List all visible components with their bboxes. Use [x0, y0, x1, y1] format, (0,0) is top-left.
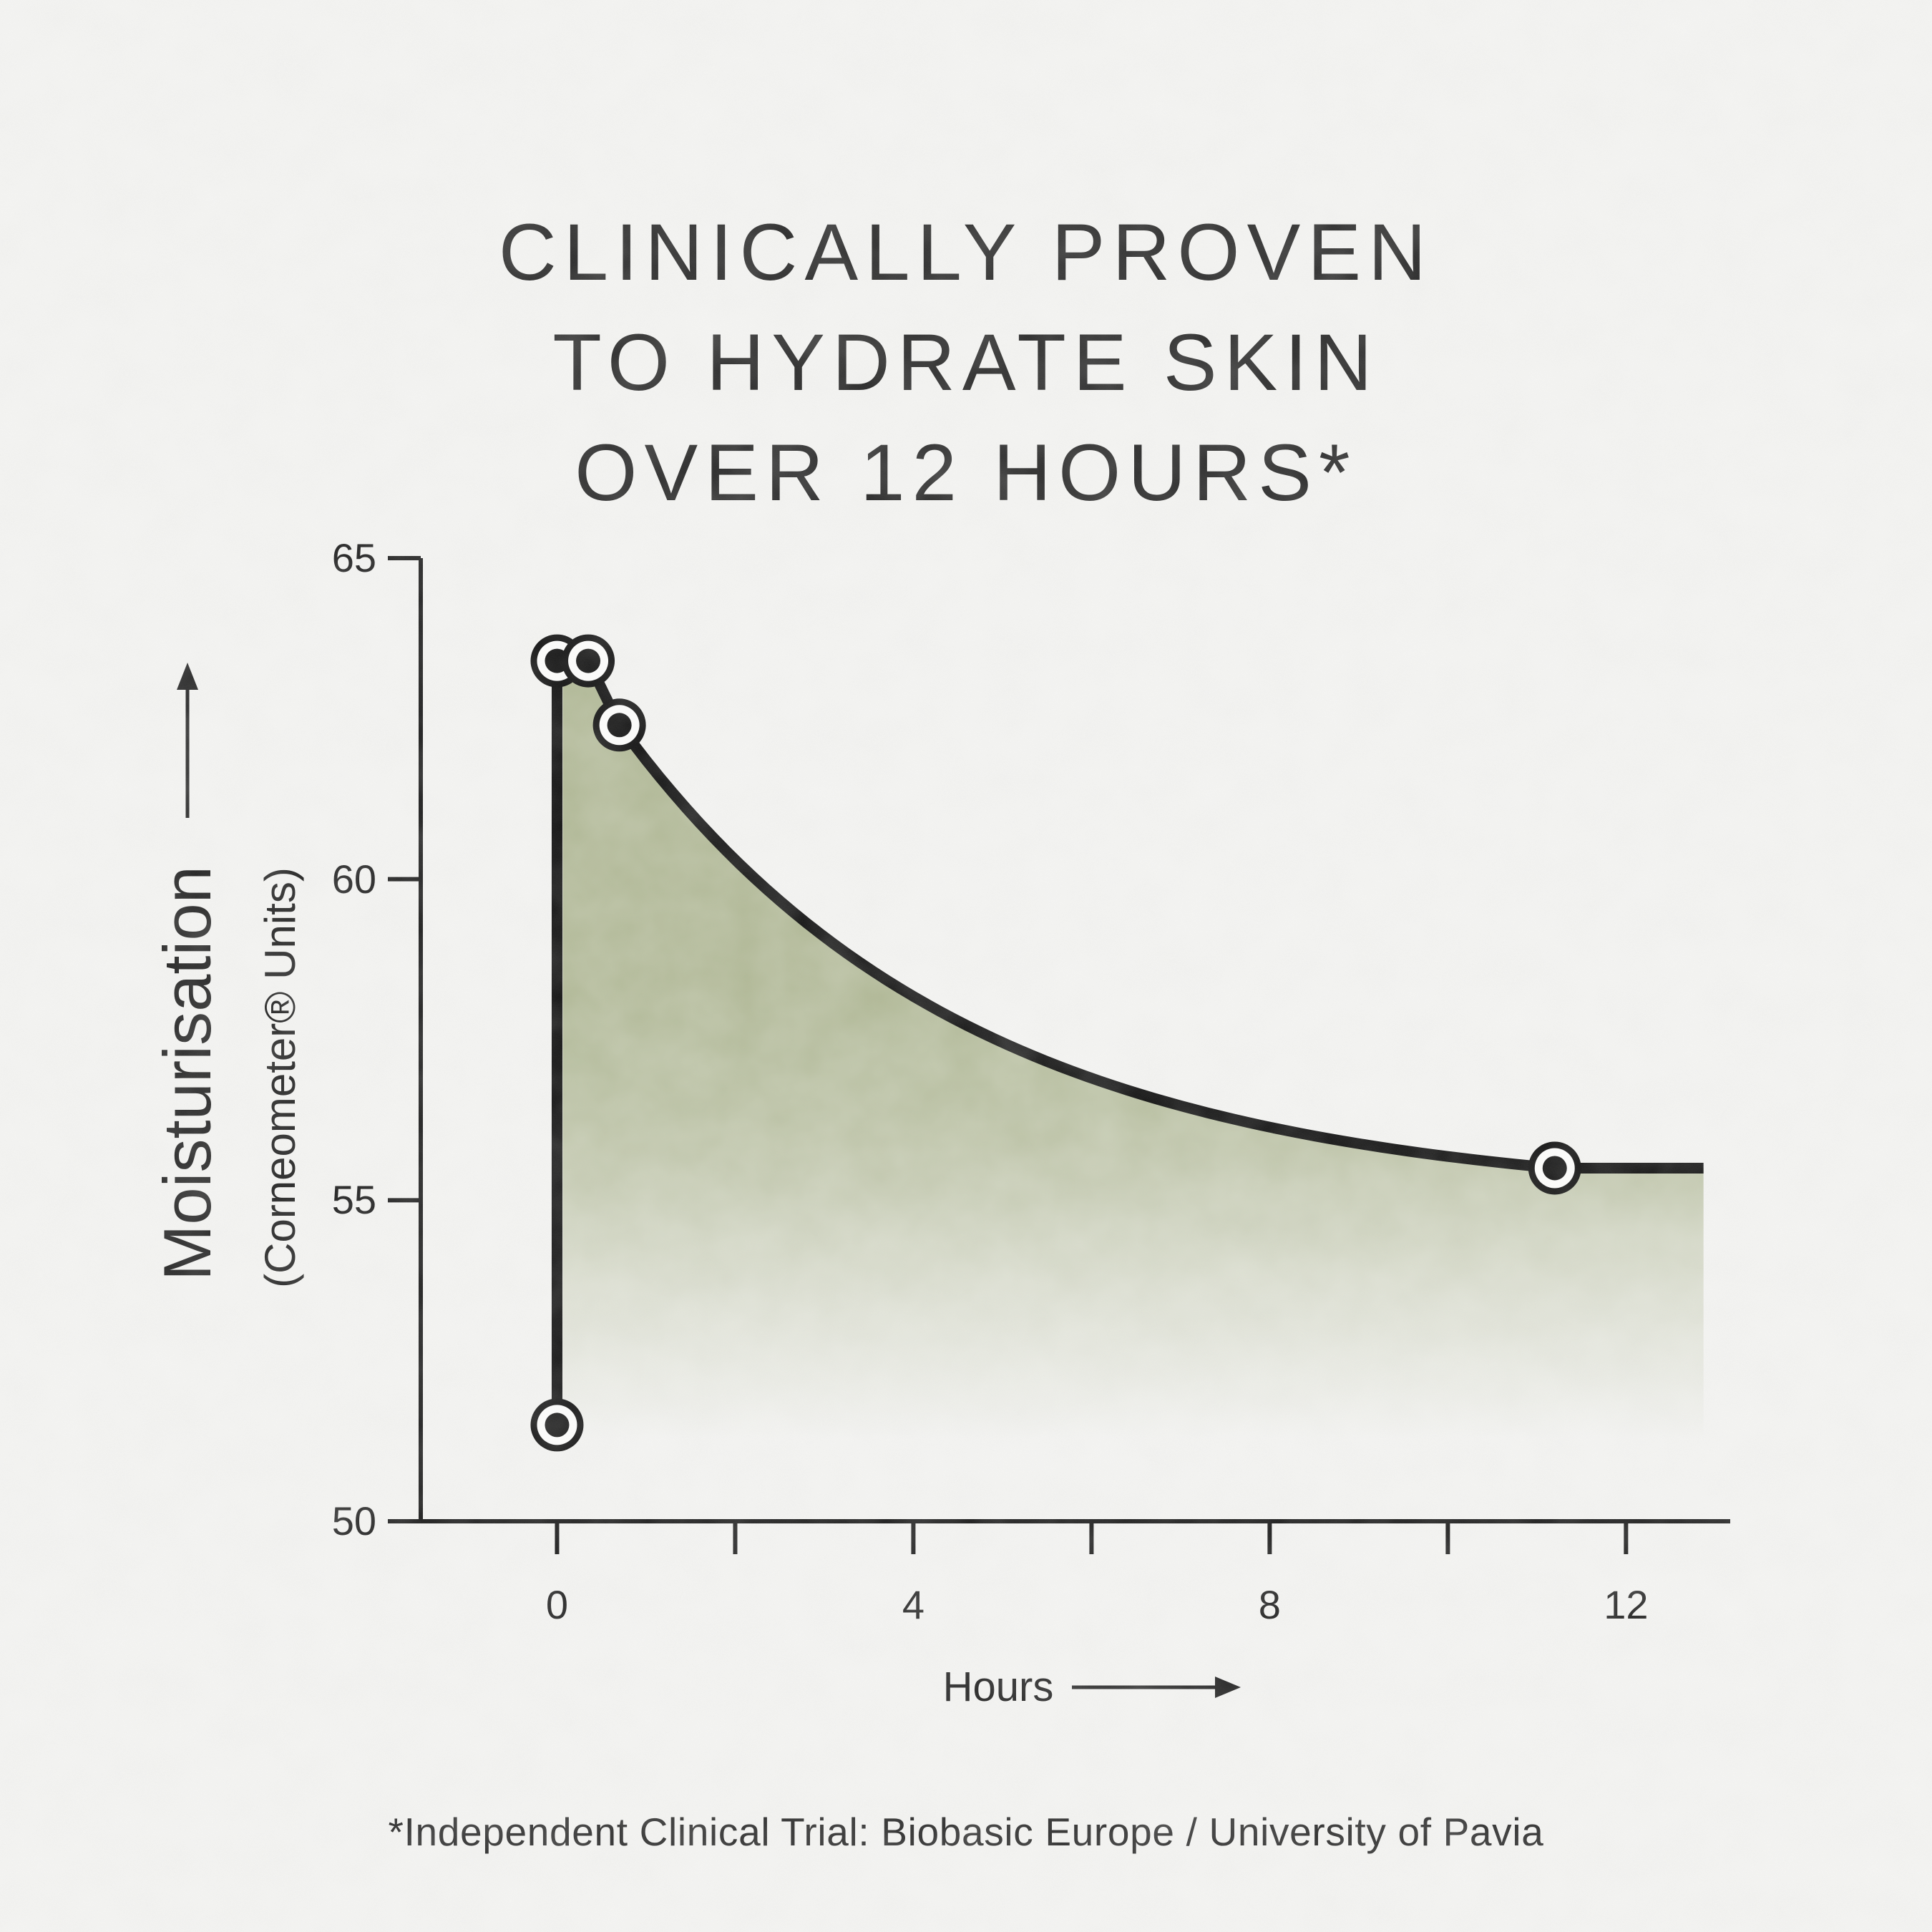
y-axis-arrow-head — [177, 663, 198, 690]
data-point — [1528, 1141, 1581, 1194]
data-point — [530, 1398, 583, 1451]
x-axis-arrow-head — [1215, 1677, 1241, 1698]
data-point-core — [608, 713, 632, 737]
y-tick-label: 55 — [276, 1175, 376, 1225]
x-tick-label: 0 — [485, 1580, 628, 1630]
data-point-core — [576, 649, 600, 673]
y-tick-label: 50 — [276, 1496, 376, 1546]
x-tick-label: 12 — [1554, 1580, 1697, 1630]
data-point-core — [1543, 1156, 1567, 1180]
data-point — [593, 698, 646, 751]
headline-line-2: TO HYDRATE SKIN — [0, 308, 1932, 418]
y-tick-label: 60 — [276, 854, 376, 904]
y-tick-label: 65 — [276, 533, 376, 583]
y-axis-title: Moisturisation — [145, 751, 230, 1395]
x-tick-label: 8 — [1198, 1580, 1341, 1630]
x-axis-title: Hours — [855, 1662, 1141, 1713]
footnote: *Independent Clinical Trial: Biobasic Eu… — [0, 1803, 1932, 1860]
data-point-core — [545, 1413, 569, 1437]
headline-line-1: CLINICALLY PROVEN — [0, 197, 1932, 308]
data-point — [562, 635, 615, 688]
y-axis-subtitle: (Corneometer® Units) — [249, 756, 312, 1400]
headline-line-3: OVER 12 HOURS* — [0, 418, 1932, 528]
chart-headline: CLINICALLY PROVEN TO HYDRATE SKIN OVER 1… — [0, 197, 1932, 528]
x-tick-label: 4 — [841, 1580, 985, 1630]
